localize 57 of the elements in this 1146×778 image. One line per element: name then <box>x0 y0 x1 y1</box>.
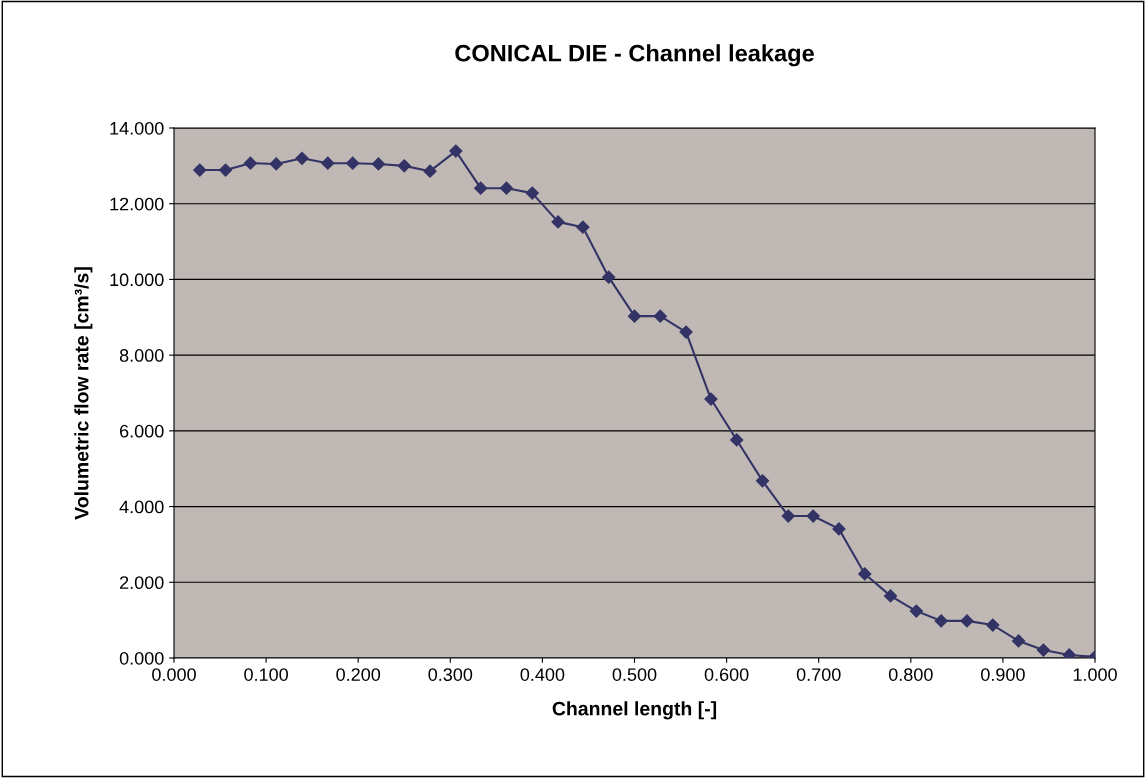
point <box>909 604 923 618</box>
point <box>371 157 386 171</box>
point <box>423 164 437 178</box>
point <box>679 325 693 339</box>
point <box>499 181 514 195</box>
x-tick-label: 0.400 <box>520 668 565 681</box>
y-axis-title: Volumetric flow rate [cm³/s] <box>74 267 93 520</box>
point <box>321 156 335 170</box>
x-tick-label: 0.600 <box>704 668 749 681</box>
point <box>934 614 948 628</box>
point <box>960 614 974 628</box>
point <box>243 156 258 170</box>
y-tick-label: 10.000 <box>110 273 164 287</box>
point <box>704 392 718 406</box>
y-tick-label: 2.000 <box>120 576 164 590</box>
point <box>525 186 539 200</box>
x-tick-label: 0.200 <box>336 668 381 681</box>
x-tick-label: 0.300 <box>428 668 473 681</box>
chart-title: CONICAL DIE - Channel leakage <box>455 44 814 67</box>
point <box>346 156 360 170</box>
point <box>1011 634 1026 648</box>
point <box>653 309 667 323</box>
point <box>627 309 642 323</box>
point <box>755 474 770 488</box>
point <box>551 215 565 229</box>
point <box>832 522 846 536</box>
point <box>397 159 411 173</box>
y-tick-label: 8.000 <box>119 349 164 362</box>
y-tick-label: 12.000 <box>110 197 164 211</box>
point <box>602 270 616 284</box>
point <box>883 589 898 603</box>
x-tick-label: 0.900 <box>981 668 1025 681</box>
point <box>781 509 795 523</box>
point <box>474 181 488 195</box>
x-tick-label: 0.700 <box>796 668 841 681</box>
y-tick-label: 0.000 <box>119 651 164 665</box>
x-tick-label: 1.000 <box>1073 668 1117 681</box>
x-tick-label: 0.100 <box>244 668 288 681</box>
x-axis-title: Channel length [-] <box>552 701 717 720</box>
point <box>218 163 233 177</box>
point <box>986 618 1000 632</box>
point <box>1036 643 1051 657</box>
point <box>193 163 207 177</box>
x-tick-label: 0.500 <box>612 668 657 681</box>
point <box>269 157 283 171</box>
x-tick-label: 0.800 <box>888 668 933 681</box>
point <box>295 151 309 165</box>
point <box>576 220 590 234</box>
x-tick-label: 0.000 <box>152 668 196 681</box>
point <box>449 144 463 158</box>
point <box>730 433 744 447</box>
y-tick-label: 4.000 <box>119 500 164 514</box>
point <box>1062 648 1076 658</box>
point <box>858 567 872 581</box>
y-tick-label: 6.000 <box>120 424 164 438</box>
y-tick-label: 14.000 <box>110 121 164 135</box>
point <box>806 509 820 523</box>
